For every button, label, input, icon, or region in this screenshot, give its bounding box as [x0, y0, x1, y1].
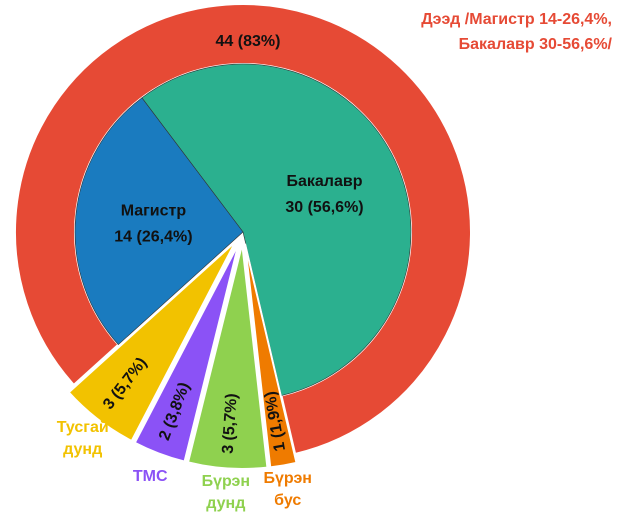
slice-label: Бакалавр: [287, 173, 363, 190]
slice: [67, 240, 237, 443]
value-label: 30 (56,6%): [285, 199, 363, 216]
outer-value-label: 44 (83%): [216, 33, 281, 50]
slice: [141, 63, 412, 396]
value-label: 3 (5,7%): [220, 393, 241, 454]
category-label: Бүрэн дунд: [201, 473, 251, 513]
slice: [133, 242, 240, 463]
slice: [244, 243, 298, 469]
value-label: 14 (26,4%): [114, 229, 192, 246]
slice-label: Магистр: [121, 203, 187, 220]
slice: [74, 97, 244, 346]
category-label: Тусгай дунд: [56, 419, 109, 459]
category-label: Бүрэн бус: [263, 470, 312, 510]
annotation: Бакалавр 30-56,6%/: [459, 36, 613, 53]
category-label: ТМС: [132, 468, 168, 486]
annotation: Дээд /Магистр 14-26,4%,: [421, 11, 612, 28]
slice: [186, 243, 269, 470]
